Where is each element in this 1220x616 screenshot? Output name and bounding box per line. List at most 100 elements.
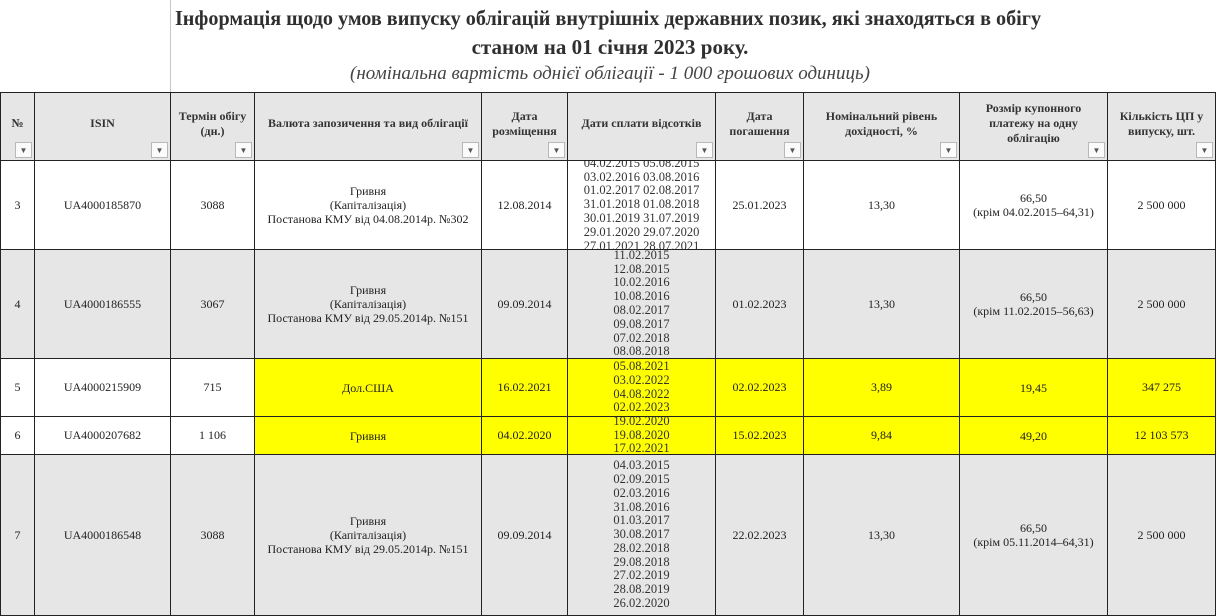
filter-dropdown-button[interactable]: ▼ xyxy=(940,142,957,158)
cell-text: 15.02.2023 xyxy=(732,428,787,442)
cell-text-line: Гривня xyxy=(349,514,387,528)
cell-placement-date[interactable]: 09.09.2014 xyxy=(481,454,568,616)
interest-date-line: 04.08.2022 xyxy=(613,386,670,401)
cell-number[interactable]: 6 xyxy=(0,416,35,455)
interest-date-line: 07.02.2018 xyxy=(613,330,670,345)
cell-placement-date[interactable]: 09.09.2014 xyxy=(481,249,568,359)
cell-yield[interactable]: 13,30 xyxy=(803,160,960,250)
cell-text-line: 66,50 xyxy=(1020,290,1047,304)
filter-dropdown-button[interactable]: ▼ xyxy=(235,142,252,158)
cell-term[interactable]: 3088 xyxy=(170,160,255,250)
cell-term[interactable]: 1 106 xyxy=(170,416,255,455)
cell-currency[interactable]: Гривня (Капіталізація) Постанова КМУ від 2… xyxy=(254,249,482,359)
filter-dropdown-button[interactable]: ▼ xyxy=(15,142,32,158)
cell-term[interactable]: 3088 xyxy=(170,454,255,616)
cell-yield[interactable]: 13,30 xyxy=(803,249,960,359)
cell-interest-dates[interactable]: 04.02.2015 05.08.2015 03.02.2016 03.08.20… xyxy=(567,160,716,250)
cell-yield[interactable]: 3,89 xyxy=(803,358,960,417)
cell-isin[interactable]: UA4000215909 xyxy=(34,358,171,417)
cell-yield[interactable]: 13,30 xyxy=(803,454,960,616)
cell-placement-date[interactable]: 16.02.2021 xyxy=(481,358,568,417)
interest-date-line: 11.02.2015 xyxy=(613,250,670,262)
cell-text-line: (Капіталізація) xyxy=(329,297,407,311)
cell-text: 7 xyxy=(14,527,21,542)
cell-maturity-date[interactable]: 01.02.2023 xyxy=(715,249,804,359)
cell-text: UA4000207682 xyxy=(63,428,142,442)
cell-text: 9,84 xyxy=(871,428,892,442)
filter-dropdown-button[interactable]: ▼ xyxy=(1196,142,1213,158)
cell-currency[interactable]: Дол.США xyxy=(254,358,482,417)
cell-interest-dates[interactable]: 04.03.2015 02.09.2015 02.03.2016 31.08.2016… xyxy=(567,454,716,616)
cell-number[interactable]: 5 xyxy=(0,358,35,417)
cell-isin[interactable]: UA4000207682 xyxy=(34,416,171,455)
cell-coupon[interactable]: 66,50 (крім 11.02.2015–56,63) xyxy=(959,249,1108,359)
cell-isin[interactable]: UA4000185870 xyxy=(34,160,171,250)
cell-isin[interactable]: UA4000186555 xyxy=(34,249,171,359)
cell-coupon[interactable]: 19,45 xyxy=(959,358,1108,417)
cell-currency[interactable]: Гривня (Капіталізація) Постанова КМУ від 0… xyxy=(254,160,482,250)
cell-quantity[interactable]: 2 500 000 xyxy=(1107,160,1216,250)
interest-date-line: 29.01.2020 29.07.2020 xyxy=(583,224,700,239)
cell-quantity[interactable]: 347 275 xyxy=(1107,358,1216,417)
cell-text-line: Гривня xyxy=(349,184,387,198)
interest-date-line: 19.02.2020 xyxy=(613,417,670,428)
header-label: Розмір купонного платежу на одну облігац… xyxy=(985,101,1082,145)
cell-maturity-date[interactable]: 22.02.2023 xyxy=(715,454,804,616)
cell-yield[interactable]: 9,84 xyxy=(803,416,960,455)
interest-date-line: 08.02.2017 xyxy=(613,303,670,317)
cell-placement-date[interactable]: 12.08.2014 xyxy=(481,160,568,250)
cell-text: 12.08.2014 xyxy=(497,197,552,212)
cell-currency[interactable]: Гривня xyxy=(254,416,482,455)
cell-interest-dates[interactable]: 19.02.2020 19.08.2020 17.02.2021 xyxy=(567,416,716,455)
cell-text-line: (Капіталізація) xyxy=(329,528,407,542)
cell-maturity-date[interactable]: 02.02.2023 xyxy=(715,358,804,417)
cell-interest-dates[interactable]: 11.02.2015 12.08.2015 10.02.2016 10.08.2016… xyxy=(567,249,716,359)
cell-maturity-date[interactable]: 15.02.2023 xyxy=(715,416,804,455)
report-title: Інформація щодо умов випуску облігацій в… xyxy=(174,6,1042,30)
interest-date-line: 27.02.2019 xyxy=(613,568,670,583)
header-label: Дата розміщення xyxy=(492,108,557,138)
header-col-maturity-date: Дата погашення ▼ xyxy=(715,92,804,161)
cell-text: 3067 xyxy=(200,296,225,311)
filter-dropdown-button[interactable]: ▼ xyxy=(1088,142,1105,158)
cell-coupon[interactable]: 66,50 (крім 05.11.2014–64,31) xyxy=(959,454,1108,616)
cell-isin[interactable]: UA4000186548 xyxy=(34,454,171,616)
header-col-placement-date: Дата розміщення ▼ xyxy=(481,92,568,161)
cell-term[interactable]: 715 xyxy=(170,358,255,417)
cell-placement-date[interactable]: 04.02.2020 xyxy=(481,416,568,455)
interest-date-line: 30.08.2017 xyxy=(613,527,670,542)
cell-number[interactable]: 3 xyxy=(0,160,35,250)
interest-date-line: 01.03.2017 xyxy=(613,513,670,528)
cell-text: 13,30 xyxy=(868,527,895,542)
cell-text: 4 xyxy=(14,296,21,311)
filter-dropdown-button[interactable]: ▼ xyxy=(784,142,801,158)
cell-maturity-date[interactable]: 25.01.2023 xyxy=(715,160,804,250)
cell-coupon[interactable]: 66,50 (крім 04.02.2015–64,31) xyxy=(959,160,1108,250)
interest-date-line: 28.02.2018 xyxy=(613,540,670,555)
cell-number[interactable]: 4 xyxy=(0,249,35,359)
interest-date-line: 04.03.2015 xyxy=(613,458,670,473)
cell-text: 5 xyxy=(14,380,21,394)
interest-date-line: 03.02.2022 xyxy=(613,372,670,387)
header-col-coupon: Розмір купонного платежу на одну облігац… xyxy=(959,92,1108,161)
filter-dropdown-button[interactable]: ▼ xyxy=(151,142,168,158)
filter-dropdown-button[interactable]: ▼ xyxy=(548,142,565,158)
header-label: Термін обігу (дн.) xyxy=(178,108,247,138)
cell-text: 04.02.2020 xyxy=(497,428,552,442)
interest-date-line: 01.02.2017 02.08.2017 xyxy=(583,183,700,198)
cell-quantity[interactable]: 2 500 000 xyxy=(1107,454,1216,616)
interest-date-line: 30.01.2019 31.07.2019 xyxy=(583,210,700,225)
cell-text: 09.09.2014 xyxy=(497,296,552,311)
cell-quantity[interactable]: 12 103 573 xyxy=(1107,416,1216,455)
cell-currency[interactable]: Гривня (Капіталізація) Постанова КМУ від 2… xyxy=(254,454,482,616)
cell-term[interactable]: 3067 xyxy=(170,249,255,359)
filter-dropdown-button[interactable]: ▼ xyxy=(696,142,713,158)
cell-coupon[interactable]: 49,20 xyxy=(959,416,1108,455)
cell-text: 3 xyxy=(14,197,21,212)
cell-interest-dates[interactable]: 05.08.2021 03.02.2022 04.08.2022 02.02.2023 xyxy=(567,358,716,417)
filter-dropdown-button[interactable]: ▼ xyxy=(462,142,479,158)
header-label: Номінальний рівень дохідності, % xyxy=(825,108,938,138)
header-col-currency: Валюта запозичення та вид облігації ▼ xyxy=(254,92,482,161)
cell-number[interactable]: 7 xyxy=(0,454,35,616)
cell-quantity[interactable]: 2 500 000 xyxy=(1107,249,1216,359)
